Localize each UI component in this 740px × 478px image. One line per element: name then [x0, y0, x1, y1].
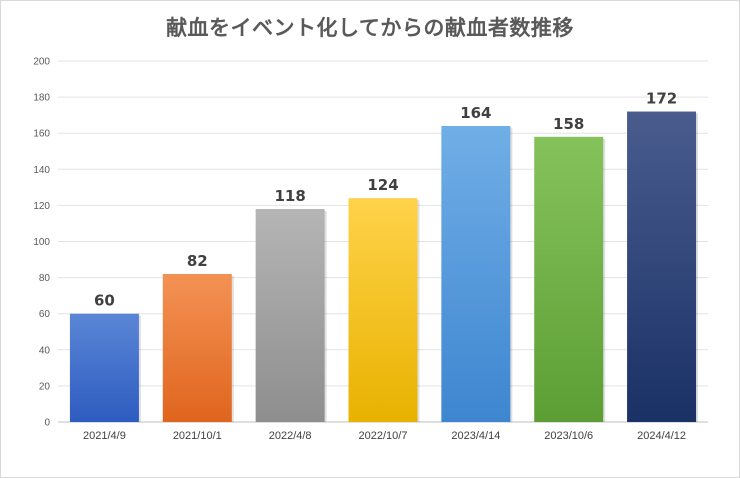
data-label: 172: [646, 90, 677, 108]
y-tick-label: 80: [39, 273, 51, 284]
x-tick-label: 2023/4/14: [451, 430, 500, 442]
x-tick-label: 2022/4/8: [269, 430, 312, 442]
data-label: 118: [274, 187, 305, 205]
y-tick-label: 20: [39, 381, 51, 392]
x-axis-ticks: 2021/4/9 2021/10/1 2022/4/8 2022/10/7 2023/4…: [83, 430, 686, 442]
data-labels: 60 82 118 124 164 158 172: [94, 90, 677, 310]
y-tick-label: 180: [33, 93, 50, 104]
data-label: 124: [367, 176, 398, 194]
bar-2022-4-8: [255, 209, 325, 422]
bar-2024-4-12: [627, 111, 697, 422]
x-tick-label: 2023/10/6: [544, 430, 593, 442]
x-tick-label: 2021/10/1: [173, 430, 222, 442]
y-tick-label: 160: [33, 129, 50, 140]
data-label: 164: [460, 104, 491, 122]
y-axis-ticks: 0 20 40 60 80 100 120 140 160 180 200: [33, 57, 50, 429]
y-tick-label: 100: [33, 237, 50, 248]
x-tick-label: 2022/10/7: [359, 430, 408, 442]
bars: [69, 111, 699, 422]
x-tick-label: 2021/4/9: [83, 430, 126, 442]
x-tick-label: 2024/4/12: [637, 430, 686, 442]
y-tick-label: 60: [39, 309, 51, 320]
y-tick-label: 120: [33, 201, 50, 212]
data-label: 158: [553, 115, 584, 133]
bar-2023-10-6: [534, 136, 604, 422]
chart-title: 献血をイベント化してからの献血者数推移: [166, 16, 574, 40]
y-tick-label: 0: [44, 418, 50, 429]
data-label: 60: [94, 292, 115, 310]
data-label: 82: [187, 252, 208, 270]
bar-2023-4-14: [441, 125, 511, 422]
bar-2022-10-7: [348, 198, 418, 422]
bar-2021-10-1: [162, 273, 232, 422]
y-tick-label: 40: [39, 345, 51, 356]
y-tick-label: 200: [33, 57, 50, 68]
y-tick-label: 140: [33, 165, 50, 176]
bar-2021-4-9: [69, 313, 139, 422]
